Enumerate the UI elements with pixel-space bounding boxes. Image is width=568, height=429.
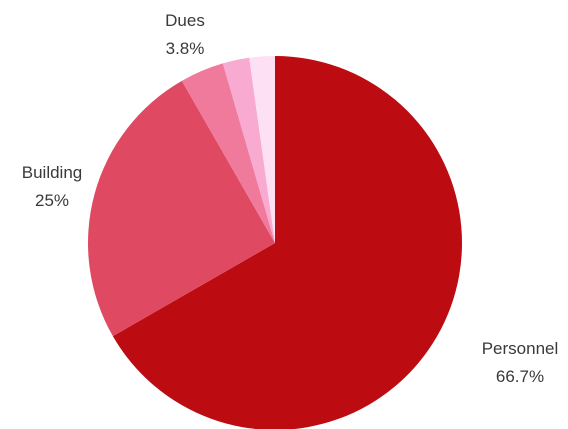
label-personnel-value: 66.7% bbox=[496, 367, 544, 386]
label-dues-name: Dues bbox=[165, 11, 205, 30]
pie-slice-building bbox=[88, 80, 275, 337]
pie-slice-personnel bbox=[112, 56, 462, 429]
pie-slices bbox=[88, 55, 462, 429]
label-dues-value: 3.8% bbox=[166, 39, 205, 58]
label-building-value: 25% bbox=[35, 191, 69, 210]
label-building-name: Building bbox=[22, 163, 83, 182]
pie-slice-dues bbox=[181, 63, 275, 244]
label-personnel-name: Personnel bbox=[482, 339, 559, 358]
pie-slice-other-3 bbox=[222, 57, 275, 243]
pie-slice-other-4 bbox=[249, 55, 275, 243]
